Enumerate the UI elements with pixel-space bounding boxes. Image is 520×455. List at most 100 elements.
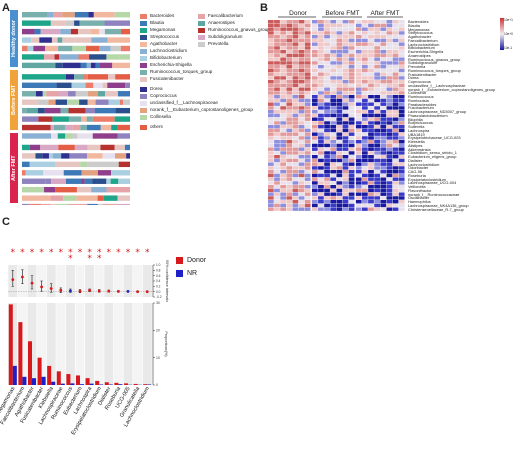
bar-segment <box>80 161 88 168</box>
heatmap-cell <box>368 192 374 196</box>
heatmap-cell <box>355 170 362 174</box>
heatmap-cell <box>386 106 393 110</box>
legend-swatch <box>198 13 205 19</box>
heatmap-cell <box>348 203 355 208</box>
heatmap-cell <box>348 207 355 211</box>
heatmap-cell <box>292 106 299 110</box>
heatmap-row-label: Odoribacter <box>408 165 429 171</box>
heatmap-cell <box>318 147 324 151</box>
heatmap-cell <box>280 155 286 159</box>
heatmap-cell <box>330 192 337 196</box>
heatmap-cell <box>368 38 374 43</box>
heatmap-cell <box>330 117 337 121</box>
heatmap-cell <box>398 207 405 211</box>
heatmap-cell <box>286 143 293 148</box>
heatmap-cell <box>342 35 349 39</box>
heatmap-cell <box>268 110 274 114</box>
heatmap-cell <box>311 143 318 148</box>
heatmap-cell <box>380 143 387 148</box>
heatmap-cell <box>268 196 274 200</box>
heatmap-cell <box>304 170 311 174</box>
heatmap-cell <box>392 65 399 69</box>
heatmap-cell <box>324 102 330 106</box>
heatmap-cell <box>342 125 349 129</box>
heatmap-cell <box>392 192 399 196</box>
heatmap-cell <box>336 46 343 50</box>
heatmap-cell <box>348 53 355 58</box>
heatmap-cell <box>311 68 318 73</box>
heatmap-cell <box>324 151 330 155</box>
legend-item: Lachnoclostridium <box>140 48 187 54</box>
heatmap-cell <box>330 102 337 106</box>
heatmap-cell <box>286 27 293 31</box>
heatmap-cell <box>374 110 381 114</box>
heatmap-cell <box>292 143 299 148</box>
heatmap-cell <box>336 121 343 125</box>
heatmap-cell <box>374 31 381 35</box>
heatmap-cell <box>311 23 318 28</box>
heatmap-cell <box>342 57 349 61</box>
heatmap-cell <box>280 38 286 43</box>
top-tick-label: 0.4 <box>156 279 161 283</box>
heatmap-cell <box>362 38 368 43</box>
heatmap-cell <box>336 50 343 54</box>
heatmap-cell <box>342 102 349 106</box>
heatmap-cell <box>292 117 299 121</box>
heatmap-cell <box>311 20 318 24</box>
heatmap-cell <box>355 87 362 91</box>
heatmap-cell <box>304 42 311 46</box>
legend-item: Blautia <box>140 20 164 26</box>
bar-segment <box>65 74 75 80</box>
bottom-tick-label: 30 <box>156 301 160 305</box>
heatmap-cell <box>286 95 293 99</box>
bottom-band <box>104 303 114 385</box>
heatmap-cell <box>268 42 274 46</box>
bottom-tick-label: 20 <box>156 329 160 333</box>
heatmap-cell <box>368 98 374 103</box>
heatmap-cell <box>368 173 374 178</box>
heatmap-cell <box>398 23 405 28</box>
heatmap-cell <box>398 143 405 148</box>
heatmap-row-label: unclassified_f__Lachnospiraceae <box>408 82 466 88</box>
heatmap-cell <box>386 173 393 178</box>
bar-donor <box>104 382 109 385</box>
heatmap-cell <box>348 177 355 181</box>
heatmap-cell <box>386 80 393 84</box>
heatmap-cell <box>286 102 293 106</box>
heatmap-cell <box>292 181 299 185</box>
heatmap-cell <box>362 87 368 91</box>
heatmap-cell <box>348 57 355 61</box>
heatmap-cell <box>268 207 274 211</box>
heatmap-cell <box>368 20 374 24</box>
legend-item: Streptococcus <box>140 34 179 40</box>
heatmap-cell <box>324 80 330 84</box>
heatmap-row-label: Subdoligranulum <box>408 60 438 66</box>
heatmap-cell <box>292 98 299 103</box>
heatmap-cell <box>348 200 355 204</box>
bar-segment <box>22 45 28 52</box>
heatmap-cell <box>342 132 349 136</box>
heatmap-cell <box>311 87 318 91</box>
color-scale-bar <box>500 18 504 50</box>
heatmap-cell <box>392 83 399 88</box>
heatmap-cell <box>374 20 381 24</box>
heatmap-cell <box>292 207 299 211</box>
heatmap-cell <box>311 83 318 88</box>
heatmap-cell <box>292 42 299 46</box>
heatmap-row-label: Faecalibacterium <box>408 37 438 43</box>
legend-swatch <box>140 69 147 75</box>
heatmap-cell <box>398 110 405 114</box>
heatmap-cell <box>355 98 362 103</box>
heatmap-cell <box>355 113 362 118</box>
heatmap-cell <box>355 50 362 54</box>
heatmap-row-label: Fusicatenibacter <box>408 71 437 77</box>
bar-segment <box>119 54 130 60</box>
legend-swatch <box>198 34 205 40</box>
heatmap-cell <box>298 136 305 140</box>
heatmap-cell <box>362 102 368 106</box>
bar-segment <box>107 82 126 88</box>
heatmap-cell <box>398 31 405 35</box>
heatmap-cell <box>274 155 280 159</box>
heatmap-cell <box>286 61 293 65</box>
bar-segment <box>95 99 109 105</box>
